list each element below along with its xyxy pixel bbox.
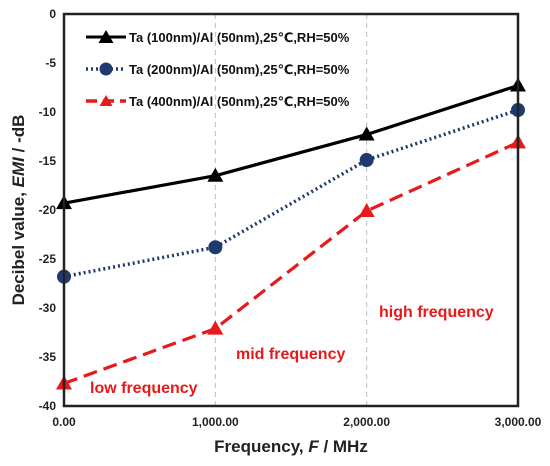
y-axis-title: Decibel value, EMI / -dB — [9, 115, 28, 306]
series-line — [63, 108, 519, 279]
y-tick-label: -30 — [39, 301, 57, 315]
y-tick-label: 0 — [49, 7, 56, 21]
data-point-circle — [208, 240, 223, 255]
legend-entry: Ta (200nm)/Al (50nm),25℃,RH=50% — [86, 62, 350, 77]
data-point-triangle — [358, 202, 375, 217]
legend-circle-marker — [99, 62, 113, 76]
y-tick-label: -5 — [45, 56, 56, 70]
legend-triangle-marker — [99, 95, 113, 106]
gridlines — [214, 14, 368, 406]
x-tick-labels: 0.00 1,000.00 2,000.00 3,000.00 — [52, 415, 541, 429]
x-tick-label: 1,000.00 — [192, 415, 239, 429]
legend: Ta (100nm)/Al (50nm),25℃,RH=50% Ta (200n… — [86, 30, 350, 109]
x-tick-label: 0.00 — [52, 415, 76, 429]
annotation-mid-frequency: mid frequency — [236, 346, 345, 363]
series-line — [63, 84, 519, 205]
series-markers — [56, 77, 526, 390]
y-tick-label: -35 — [39, 350, 57, 364]
plot-frame — [62, 12, 520, 408]
data-point-triangle — [207, 167, 224, 182]
legend-label: Ta (100nm)/Al (50nm),25℃,RH=50% — [129, 30, 350, 45]
legend-label: Ta (200nm)/Al (50nm),25℃,RH=50% — [129, 62, 350, 77]
legend-triangle-marker — [98, 30, 114, 43]
legend-label: Ta (400nm)/Al (50nm),25℃,RH=50% — [129, 94, 350, 109]
series-line — [63, 140, 519, 385]
annotation-low-frequency: low frequency — [90, 380, 198, 397]
y-tick-label: -40 — [39, 399, 57, 413]
y-tick-label: -10 — [39, 105, 57, 119]
annotation-high-frequency: high frequency — [379, 304, 494, 321]
data-point-triangle — [358, 126, 375, 141]
data-point-circle — [359, 153, 374, 168]
y-tick-label: -15 — [39, 154, 57, 168]
legend-entry: Ta (100nm)/Al (50nm),25℃,RH=50% — [86, 30, 350, 45]
y-tick-labels: 0 -5 -10 -15 -20 -25 -30 -35 -40 — [39, 7, 57, 413]
data-point-triangle — [207, 320, 224, 335]
x-tick-label: 3,000.00 — [495, 415, 542, 429]
y-tick-label: -25 — [39, 252, 57, 266]
legend-entry: Ta (400nm)/Al (50nm),25℃,RH=50% — [86, 94, 350, 109]
y-tick-label: -20 — [39, 203, 57, 217]
x-axis-title: Frequency, F / MHz — [214, 437, 368, 456]
series-lines — [63, 84, 519, 385]
x-tick-label: 2,000.00 — [343, 415, 390, 429]
